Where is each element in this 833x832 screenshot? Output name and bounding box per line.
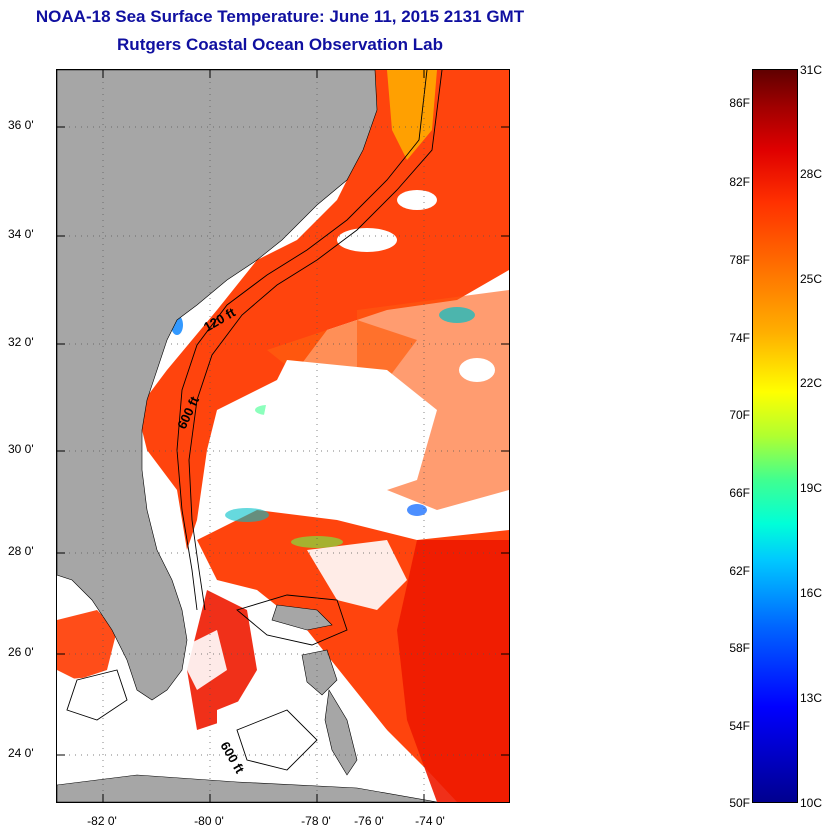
colorbar-f-label: 54F — [729, 719, 750, 733]
lon-label-76: -76 0' — [354, 814, 384, 828]
colorbar-f-label: 50F — [729, 796, 750, 810]
colorbar-f-label: 70F — [729, 408, 750, 422]
lat-label-32: 32 0' — [8, 335, 34, 349]
cool-water-patches — [171, 307, 475, 548]
sst-map: 120 ft 600 ft 600 ft — [56, 69, 510, 803]
temperature-colorbar — [752, 69, 798, 803]
map-title: NOAA-18 Sea Surface Temperature: June 11… — [35, 7, 525, 26]
colorbar-f-label: 82F — [729, 175, 750, 189]
lat-label-28: 28 0' — [8, 544, 34, 558]
lon-label-74: -74 0' — [415, 814, 445, 828]
map-subtitle: Rutgers Coastal Ocean Observation Lab — [117, 35, 443, 54]
frame-ticks — [57, 70, 509, 802]
colorbar-c-label: 13C — [800, 691, 823, 705]
depth-contours — [66, 70, 443, 771]
graticule — [57, 70, 509, 802]
lat-label-36: 36 0' — [8, 118, 34, 132]
colorbar-c-label: 10C — [800, 796, 823, 810]
colorbar-f-label: 86F — [729, 96, 750, 110]
colorbar-f-label: 78F — [729, 253, 750, 267]
colorbar-c-label: 19C — [800, 481, 823, 495]
colorbar-c-label: 28C — [800, 167, 823, 181]
colorbar-f-label: 74F — [729, 331, 750, 345]
colorbar-f-label: 66F — [729, 486, 750, 500]
lat-label-34: 34 0' — [8, 227, 34, 241]
colorbar-c-label: 16C — [800, 586, 823, 600]
lat-label-30: 30 0' — [8, 442, 34, 456]
lat-label-24: 24 0' — [8, 746, 34, 760]
lat-label-26: 26 0' — [8, 645, 34, 659]
colorbar-c-label: 22C — [800, 376, 823, 390]
cloud-patches — [57, 190, 495, 802]
colorbar-c-label: 25C — [800, 272, 823, 286]
colorbar-c-label: 31C — [800, 63, 823, 77]
lon-label-82: -82 0' — [87, 814, 117, 828]
lon-label-78: -78 0' — [301, 814, 331, 828]
colorbar-f-label: 62F — [729, 564, 750, 578]
colorbar-f-label: 58F — [729, 641, 750, 655]
land-layer — [57, 70, 438, 802]
lon-label-80: -80 0' — [194, 814, 224, 828]
sst-map-graphic: 120 ft 600 ft 600 ft — [57, 70, 509, 802]
